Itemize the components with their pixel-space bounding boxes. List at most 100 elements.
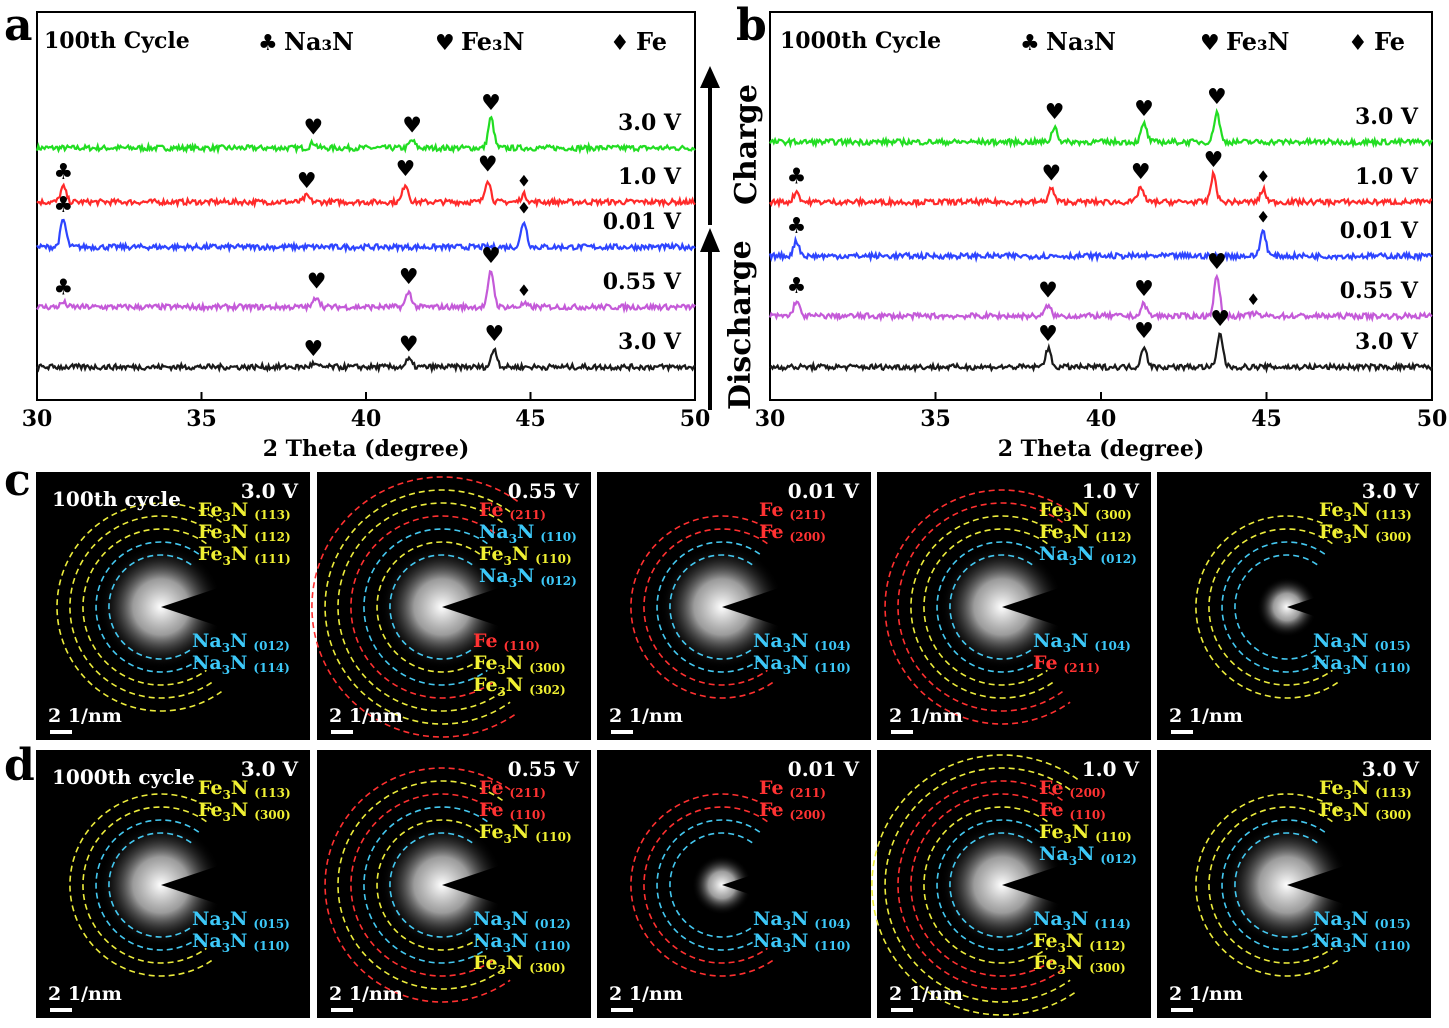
diffraction-ring-yellow [337, 780, 503, 990]
phase-label-red: Fe (200) [1039, 777, 1106, 800]
legend-label-na3n: Na₃N [284, 27, 354, 56]
x-tick-label: 30 [755, 406, 786, 432]
peak-marker-club: ♣ [53, 160, 73, 185]
diffraction-ring-cyan [363, 806, 488, 964]
peak-marker-heart: ♥ [396, 157, 416, 182]
peak-marker-heart: ♥ [402, 114, 422, 139]
saed-voltage: 1.0 V [1082, 479, 1140, 503]
diffraction-ring-cyan [108, 554, 192, 660]
peak-marker-heart: ♥ [1207, 85, 1227, 110]
diffraction-ring-cyan [363, 528, 488, 686]
phase-label-cyan: Na3N (104) [753, 908, 851, 933]
peak-marker-heart: ♥ [307, 270, 327, 295]
phase-label-yellow: Fe3N (112) [1033, 930, 1126, 955]
x-tick-label: 35 [920, 406, 951, 432]
peak-marker-heart: ♥ [1134, 97, 1154, 122]
peak-marker-diamond: ♦ [1256, 167, 1270, 186]
charge-discharge-annotation: Charge Discharge [700, 66, 764, 410]
diffraction-ring-cyan [1221, 541, 1326, 673]
phase-label-cyan: Na3N (110) [753, 930, 851, 955]
phase-label-red: Fe (110) [473, 630, 540, 653]
series-line [36, 218, 696, 254]
phase-label-cyan: Na3N (114) [1033, 908, 1131, 933]
beam-stop [722, 855, 812, 915]
phase-label-red: Fe (200) [759, 799, 826, 822]
diffraction-ring-red [897, 780, 1063, 990]
series-voltage-label: 0.01 V [1340, 218, 1419, 244]
phase-label-cyan: Na3N (012) [1039, 543, 1137, 568]
peak-marker-heart: ♥ [481, 91, 501, 116]
peak-marker-club: ♣ [787, 165, 807, 190]
diffraction-ring-cyan [389, 554, 473, 660]
phase-label-red: Fe (211) [759, 499, 826, 522]
peak-marker-club: ♣ [787, 214, 807, 239]
panel-label-b: b [736, 0, 767, 51]
series-line [769, 332, 1433, 374]
peak-marker-diamond: ♦ [1246, 290, 1260, 309]
diffraction-ring-red [910, 793, 1056, 977]
peak-marker-heart: ♥ [1134, 277, 1154, 302]
diffraction-ring-cyan [949, 554, 1033, 660]
phase-label-cyan: Na3N (015) [1313, 908, 1411, 933]
scale-bar-label: 2 1/nm [889, 983, 963, 1005]
phase-label-yellow: Fe3N (111) [198, 543, 291, 568]
diffraction-ring-cyan [656, 541, 761, 673]
saed-panel-c1: 3.0 V 100th cycle 2 1/nm Fe3N (113)Fe3N (112)… [36, 472, 310, 740]
diffraction-ring-red [350, 515, 496, 699]
series-line [768, 273, 1433, 323]
chart-title: 100th Cycle [44, 28, 190, 54]
phase-label-cyan: Na3N (012) [192, 630, 290, 655]
scale-bar [331, 730, 353, 734]
legend-label-fe3n: Fe₃N [461, 27, 524, 56]
series-line [36, 269, 696, 314]
diffraction-ring-red [630, 793, 776, 977]
saed-voltage: 3.0 V [1362, 757, 1420, 781]
scale-bar-label: 2 1/nm [609, 705, 683, 727]
phase-label-cyan: Na3N (114) [192, 652, 290, 677]
peak-marker-heart: ♥ [303, 116, 323, 141]
diffraction-ring-yellow [69, 515, 215, 699]
series-voltage-label: 0.55 V [603, 269, 682, 295]
x-tick-label: 50 [1417, 406, 1448, 432]
phase-label-yellow: Fe3N (300) [1319, 521, 1412, 546]
saed-cycle-label: 100th cycle [52, 487, 181, 511]
diffraction-ring-cyan [1221, 819, 1326, 951]
phase-label-yellow: Fe3N (300) [473, 652, 566, 677]
diffraction-ring-red [311, 476, 519, 738]
scale-bar [1171, 1008, 1193, 1012]
x-axis-label: 2 Theta (degree) [263, 436, 470, 462]
legend-symbol-heart: ♥ [1200, 31, 1220, 56]
scale-bar-label: 2 1/nm [609, 983, 683, 1005]
beam-stop [442, 855, 532, 915]
legend-label-fe3n: Fe₃N [1226, 27, 1289, 56]
plot-frame [769, 11, 1433, 401]
saed-voltage: 0.01 V [788, 757, 860, 781]
diffraction-ring-cyan [1234, 832, 1318, 938]
diffraction-ring-yellow [376, 819, 481, 951]
scale-bar-label: 2 1/nm [48, 705, 122, 727]
beam-stop [442, 577, 532, 637]
series-voltage-label: 3.0 V [1355, 329, 1419, 355]
discharge-label: Discharge [723, 240, 758, 410]
saed-panel-c5: 3.0 V 2 1/nm Fe3N (113)Fe3N (300) Na3N (015)Na… [1157, 472, 1431, 740]
x-axis-label: 2 Theta (degree) [998, 436, 1205, 462]
x-tick-label: 40 [351, 406, 382, 432]
saed-panel-d2: 0.55 V 2 1/nm Fe (211)Fe (110)Fe3N (110) Na3N(… [317, 750, 591, 1018]
x-tick-label: 40 [1086, 406, 1117, 432]
series-voltage-label: 0.01 V [603, 209, 682, 235]
saed-voltage: 0.01 V [788, 479, 860, 503]
diffraction-ring-yellow [910, 515, 1056, 699]
beam-stop [722, 577, 812, 637]
peak-marker-diamond: ♦ [1256, 208, 1270, 227]
scale-bar [50, 730, 72, 734]
legend-label-fe: Fe [636, 27, 667, 56]
panel-label-a: a [4, 0, 33, 51]
phase-label-cyan: Na3N (015) [1313, 630, 1411, 655]
scale-bar-label: 2 1/nm [1169, 705, 1243, 727]
saed-panel-d4: 1.0 V 2 1/nm Fe (200)Fe (110)Fe3N (110)Na3N (0… [871, 750, 1151, 1018]
peak-marker-heart: ♥ [1038, 322, 1058, 347]
diffraction-ring-red [643, 806, 768, 964]
phase-label-yellow: Fe3N (300) [1033, 952, 1126, 977]
